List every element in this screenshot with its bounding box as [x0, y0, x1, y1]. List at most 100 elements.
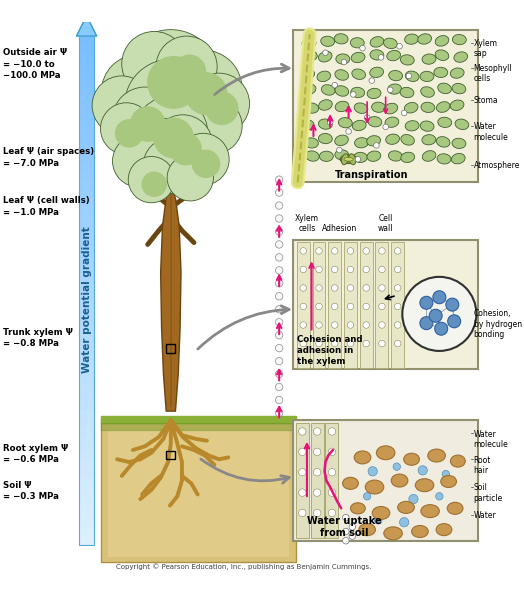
Circle shape: [379, 303, 385, 310]
Circle shape: [379, 266, 385, 272]
Text: Water
molecule: Water molecule: [474, 122, 508, 142]
Circle shape: [379, 285, 385, 291]
Ellipse shape: [422, 151, 436, 161]
Circle shape: [113, 135, 165, 187]
Circle shape: [363, 340, 369, 347]
Bar: [79, 36, 94, 545]
Bar: [79, 256, 94, 265]
Circle shape: [328, 469, 336, 476]
Circle shape: [167, 155, 213, 201]
Text: Water
molecule: Water molecule: [474, 430, 508, 449]
Circle shape: [128, 157, 174, 203]
Text: Copyright © Pearson Education, Inc., publishing as Benjamin Cummings.: Copyright © Pearson Education, Inc., pub…: [116, 563, 372, 571]
Circle shape: [343, 514, 349, 521]
Bar: [79, 374, 94, 384]
Ellipse shape: [438, 83, 451, 94]
Bar: [311, 423, 324, 538]
Ellipse shape: [302, 84, 316, 95]
Bar: [166, 344, 174, 353]
Bar: [376, 242, 388, 368]
Circle shape: [162, 82, 229, 148]
Circle shape: [447, 315, 461, 328]
Text: Atmosphere: Atmosphere: [474, 161, 520, 170]
Circle shape: [418, 466, 427, 475]
Circle shape: [332, 266, 338, 272]
Ellipse shape: [455, 119, 469, 130]
Circle shape: [402, 277, 476, 351]
Circle shape: [395, 285, 401, 291]
Circle shape: [446, 298, 459, 311]
Circle shape: [332, 248, 338, 254]
Bar: [79, 502, 94, 511]
Bar: [79, 163, 94, 172]
Circle shape: [399, 518, 409, 527]
Ellipse shape: [340, 155, 357, 163]
Circle shape: [316, 322, 322, 328]
Circle shape: [276, 383, 283, 391]
Bar: [79, 171, 94, 181]
Ellipse shape: [384, 527, 402, 540]
Polygon shape: [77, 16, 97, 36]
Bar: [297, 242, 310, 368]
Circle shape: [101, 55, 176, 129]
Circle shape: [368, 467, 377, 476]
Circle shape: [153, 118, 194, 158]
Circle shape: [276, 228, 283, 235]
Circle shape: [346, 129, 352, 134]
Ellipse shape: [437, 154, 451, 164]
Circle shape: [300, 303, 307, 310]
Circle shape: [276, 370, 283, 378]
Ellipse shape: [389, 70, 402, 81]
Circle shape: [316, 303, 322, 310]
Ellipse shape: [351, 38, 364, 48]
Circle shape: [379, 340, 385, 347]
Circle shape: [374, 143, 379, 148]
Text: Water: Water: [474, 511, 496, 520]
Ellipse shape: [321, 36, 335, 46]
Circle shape: [169, 133, 202, 166]
Circle shape: [299, 469, 306, 476]
Circle shape: [313, 469, 321, 476]
Circle shape: [115, 119, 144, 148]
Circle shape: [276, 176, 283, 184]
Circle shape: [123, 29, 219, 126]
Ellipse shape: [384, 38, 397, 49]
Circle shape: [364, 115, 370, 121]
Text: Root
hair: Root hair: [474, 455, 491, 475]
Ellipse shape: [335, 70, 348, 80]
Circle shape: [406, 73, 411, 79]
Circle shape: [401, 110, 407, 116]
Ellipse shape: [422, 134, 436, 145]
Ellipse shape: [384, 103, 398, 114]
Text: Soil Ψ
= −0.3 MPa: Soil Ψ = −0.3 MPa: [3, 481, 59, 501]
Text: Trunk xylem Ψ
= −0.8 MPa: Trunk xylem Ψ = −0.8 MPa: [3, 328, 73, 348]
Ellipse shape: [388, 151, 402, 161]
Bar: [79, 77, 94, 87]
Ellipse shape: [401, 134, 414, 145]
Bar: [79, 476, 94, 486]
Circle shape: [363, 248, 369, 254]
Circle shape: [299, 509, 306, 517]
Ellipse shape: [344, 157, 353, 161]
Circle shape: [351, 92, 356, 97]
Ellipse shape: [436, 137, 450, 147]
Bar: [79, 519, 94, 529]
Circle shape: [328, 489, 336, 496]
Circle shape: [347, 322, 354, 328]
Bar: [79, 222, 94, 232]
Circle shape: [347, 340, 354, 347]
Bar: [79, 332, 94, 341]
Ellipse shape: [355, 137, 368, 148]
Ellipse shape: [420, 71, 434, 82]
Ellipse shape: [403, 453, 419, 465]
Circle shape: [332, 285, 338, 291]
Ellipse shape: [354, 103, 368, 113]
Ellipse shape: [416, 479, 434, 491]
Ellipse shape: [436, 524, 452, 536]
Circle shape: [276, 396, 283, 404]
Bar: [79, 315, 94, 325]
Bar: [79, 86, 94, 95]
Bar: [79, 434, 94, 443]
Text: Stoma: Stoma: [474, 96, 498, 105]
Ellipse shape: [319, 100, 332, 110]
